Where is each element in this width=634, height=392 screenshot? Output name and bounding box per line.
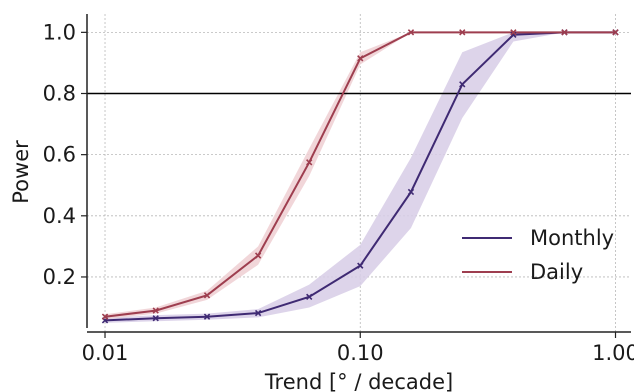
legend-label-daily: Daily [530,260,583,284]
y-tick-label: 1.0 [43,20,76,44]
legend: Monthly Daily [462,226,614,284]
data-point-daily [510,29,517,36]
data-point-monthly [254,309,262,317]
x-tick-label: 0.10 [337,341,384,365]
data-point-monthly [152,315,159,322]
data-point-daily [612,29,619,36]
data-point-monthly [306,293,313,301]
data-point-daily [101,313,109,320]
y-tick-label: 0.8 [43,82,76,106]
y-tick-label: 0.2 [43,265,76,289]
axes [86,14,631,333]
data-point-daily [459,29,466,36]
data-point-daily [357,55,364,62]
data-point-daily [254,252,262,259]
x-axis-label: Trend [° / decade] [264,370,453,392]
data-point-daily [306,159,313,166]
series-markers [101,29,619,324]
x-tick-label: 0.01 [82,341,129,365]
data-point-daily [561,29,568,36]
tick-layer: 0.01 0.10 1.00 0.2 0.4 0.6 0.8 1.0 [43,20,634,365]
x-tick-label: 1.00 [592,341,634,365]
legend-label-monthly: Monthly [530,226,614,250]
data-point-daily [203,292,211,299]
y-tick-label: 0.4 [43,204,76,228]
y-axis-label: Power [9,140,33,204]
data-point-monthly [357,262,364,269]
data-point-daily [407,29,415,36]
data-point-monthly [407,188,415,196]
data-point-daily [152,307,159,314]
data-point-monthly [459,81,466,88]
data-point-monthly [203,313,211,320]
y-tick-label: 0.6 [43,143,76,167]
